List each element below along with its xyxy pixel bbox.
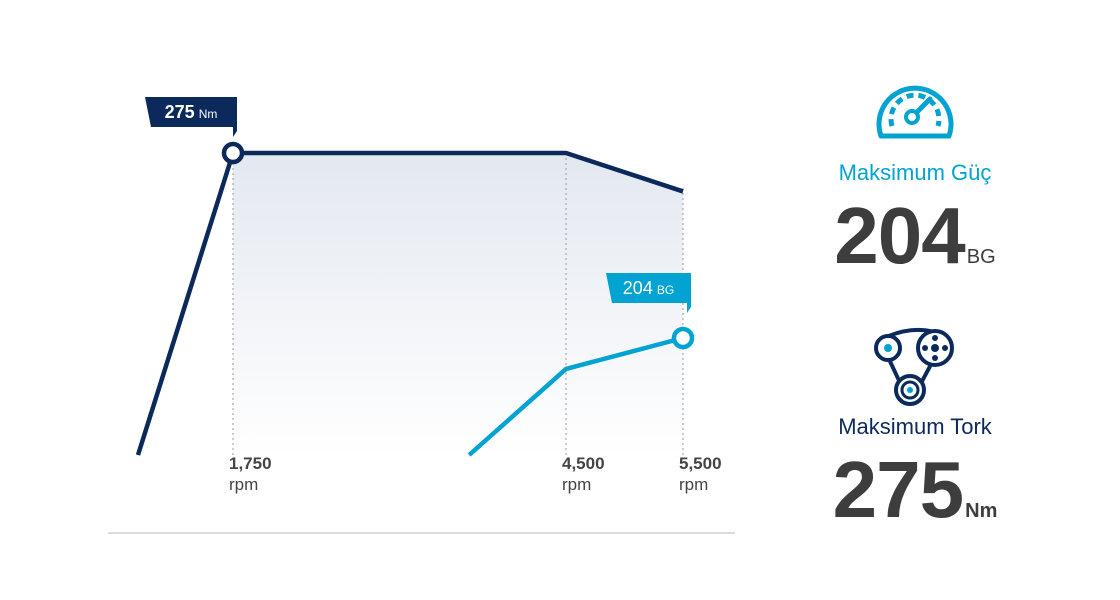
power-line — [467, 335, 684, 457]
torque-label: Maksimum Tork — [838, 414, 992, 439]
peak-tag — [145, 97, 237, 137]
peak-tag-text: 275 Nm — [165, 102, 218, 122]
torque-unit: Nm — [965, 500, 998, 522]
torque-value: 275 Nm — [800, 450, 1030, 530]
engine-belt-icon — [874, 327, 954, 406]
x-tick-label: 4,500 — [562, 454, 605, 473]
speedometer-icon — [876, 85, 954, 139]
power-peak-point — [671, 326, 695, 350]
area-fills — [233, 153, 683, 455]
x-tick-unit: rpm — [229, 475, 258, 494]
torque-peak-point — [221, 141, 245, 165]
torque-summary: Maksimum Tork 275 Nm — [800, 322, 1030, 530]
power-label: Maksimum Güç — [838, 160, 992, 185]
x-tick-label: 5,500 — [679, 454, 722, 473]
series-lines — [135, 150, 684, 457]
rpm-guide-lines — [232, 153, 684, 455]
peak-tag-text: 204 BG — [623, 278, 674, 298]
x-tick-unit: rpm — [679, 475, 708, 494]
x-tick-unit: rpm — [562, 475, 591, 494]
power-value: 204 BG — [800, 196, 1030, 276]
torque-peak-label: 275 Nm — [145, 97, 237, 137]
x-tick-labels: 1,750 rpm 4,500 rpm 5,500 rpm — [229, 454, 722, 494]
peak-markers: 275 Nm 204 BG — [145, 97, 695, 350]
power-peak-label: 204 BG — [606, 273, 691, 313]
power-number: 204 — [834, 191, 965, 280]
torque-area — [233, 153, 683, 455]
torque-power-chart: 1,750 rpm 4,500 rpm 5,500 rpm 275 Nm 204 BG — [108, 97, 735, 534]
torque-line — [135, 150, 684, 456]
power-unit: BG — [966, 246, 996, 268]
x-tick-label: 1,750 — [229, 454, 272, 473]
peak-tag — [606, 273, 691, 313]
power-summary: Maksimum Güç 204 BG — [800, 70, 1030, 276]
torque-number: 275 — [832, 445, 964, 534]
